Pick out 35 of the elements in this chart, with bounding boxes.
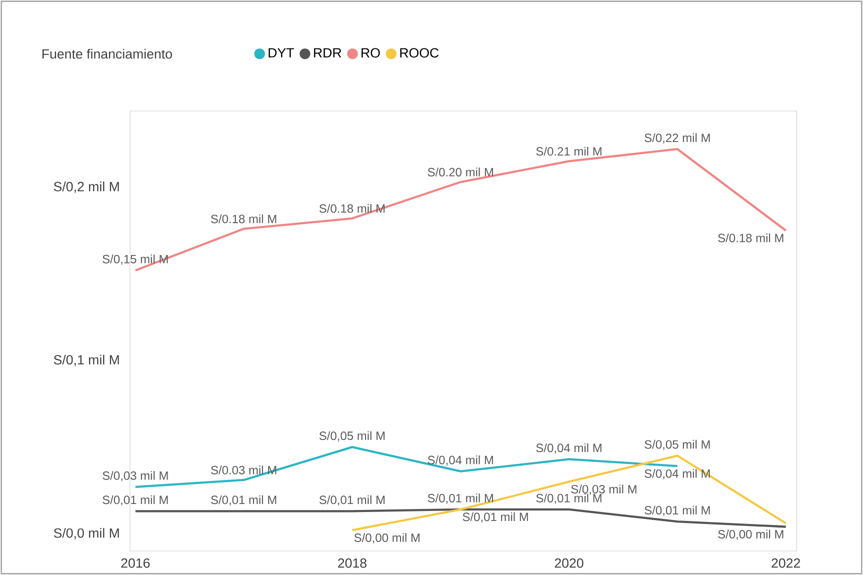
data-label: S/0,03 mil M	[102, 471, 168, 482]
x-tick-label: 2018	[338, 558, 366, 568]
data-label: S/0,05 mil M	[644, 440, 710, 450]
x-tick-label: 2022	[772, 558, 800, 568]
data-label: S/0,22 mil M	[644, 133, 710, 144]
legend-label: DYT	[268, 48, 294, 58]
data-label: S/0,00 mil M	[354, 533, 420, 544]
line-series	[351, 454, 787, 532]
data-label: S/0,01 mil M	[462, 512, 528, 523]
legend-title: Fuente financiamiento	[42, 48, 172, 59]
legend-label: ROOC	[400, 48, 439, 58]
data-label: S/0.18 mil M	[319, 204, 385, 213]
data-label: S/0,15 mil M	[102, 254, 168, 265]
y-tick-label: S/0,1 mil M	[54, 354, 119, 366]
legend-label: RO	[362, 48, 380, 58]
data-label: S/0,04 mil M	[428, 455, 493, 466]
data-label: S/0.18 mil M	[211, 214, 276, 224]
data-label: S/0,01 mil M	[211, 495, 276, 506]
x-tick-label: 2016	[121, 558, 150, 568]
data-label: S/0.18 mil M	[718, 233, 784, 242]
data-label: S/0,01 mil M	[536, 494, 602, 504]
data-label: S/0,01 mil M	[428, 494, 493, 504]
data-label: S/0,01 mil M	[644, 506, 710, 516]
data-label: S/0,01 mil M	[319, 495, 385, 506]
data-label: S/0,00 mil M	[718, 530, 784, 540]
data-label: S/0,01 mil M	[102, 495, 168, 506]
data-label: S/0.20 mil M	[428, 168, 493, 176]
data-label: S/0,04 mil M	[536, 443, 602, 454]
data-label: S/0.21 mil M	[536, 146, 602, 156]
data-label: S/0,05 mil M	[319, 431, 385, 442]
legend-label: RDR	[314, 48, 342, 58]
y-tick-label: S/0,0 mil M	[54, 528, 119, 540]
x-tick-label: 2020	[554, 558, 584, 568]
y-tick-label: S/0,2 mil M	[54, 182, 119, 193]
data-label: S/0,03 mil M	[571, 484, 636, 495]
